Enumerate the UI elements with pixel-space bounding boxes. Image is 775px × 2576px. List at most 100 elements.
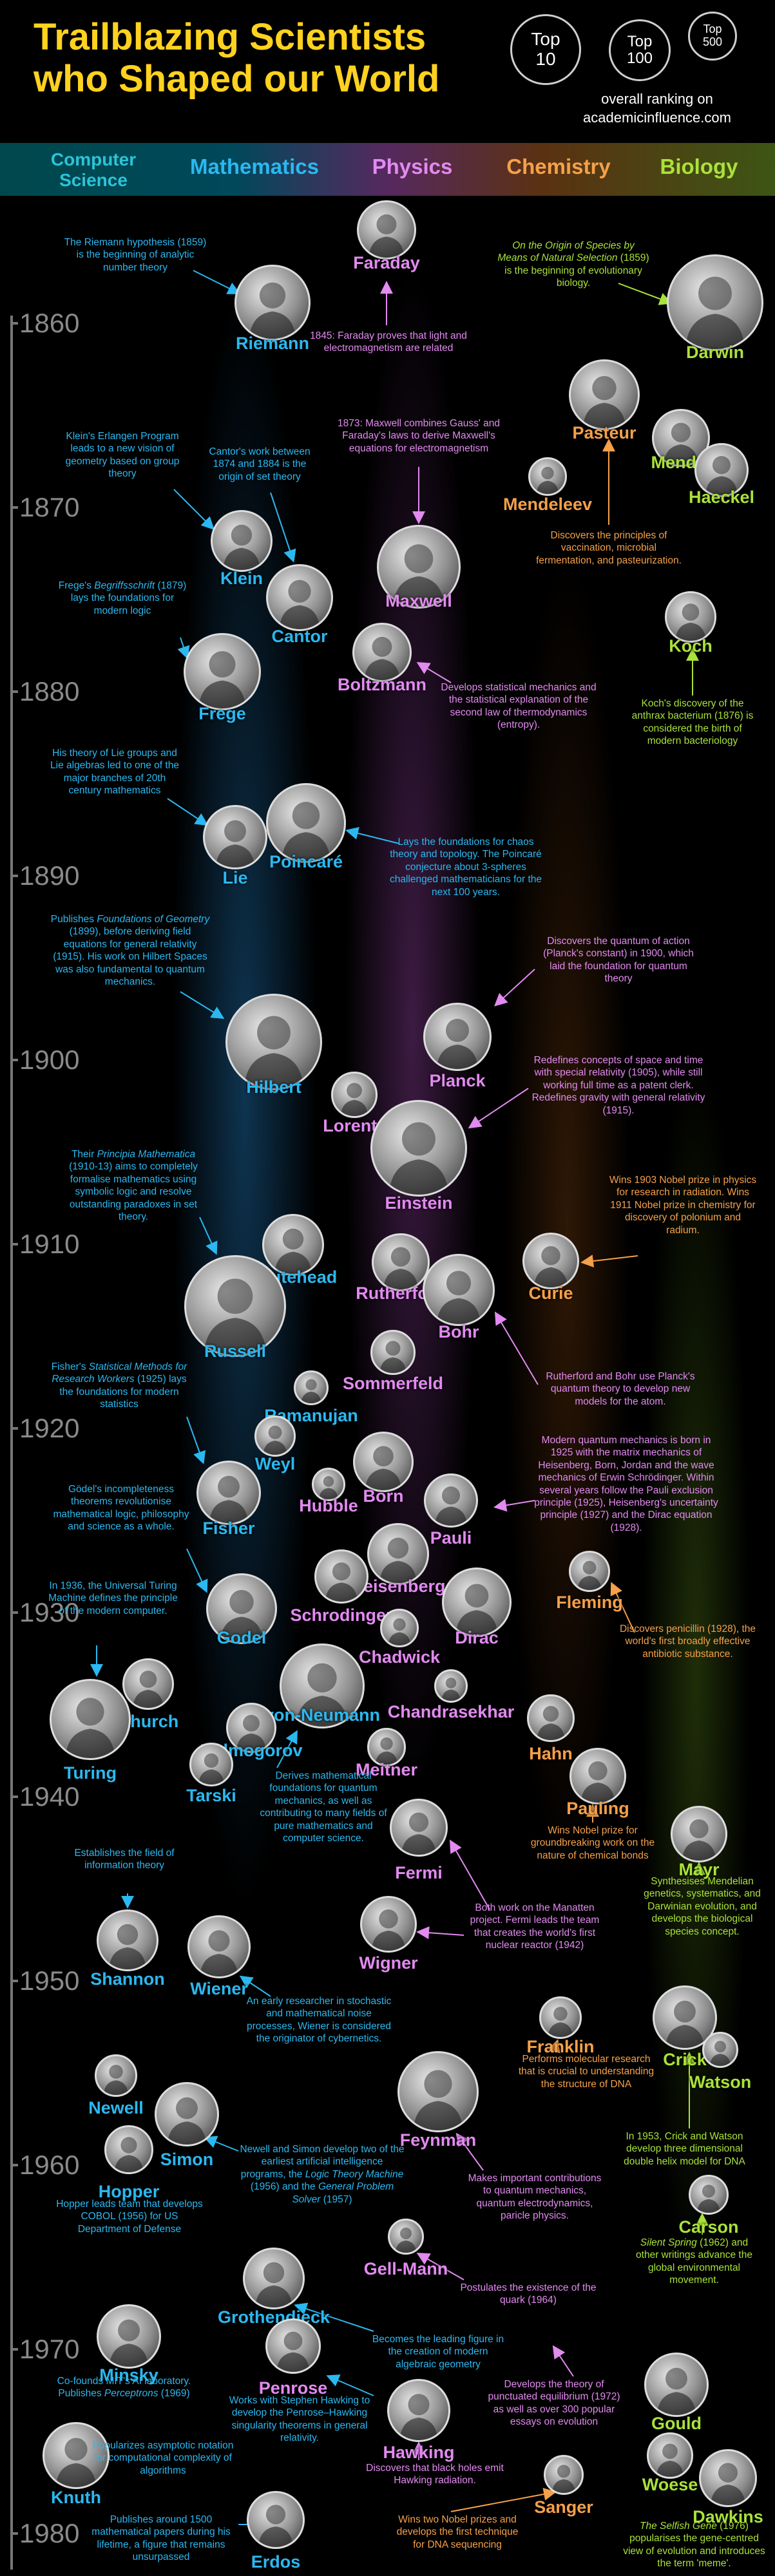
portrait-silhouette-icon [301,1379,321,1403]
name-einstein: Einstein [385,1193,453,1213]
portrait-silhouette-icon [167,2097,207,2145]
portrait-einstein [370,1100,467,1197]
note-minsky-a: Co-founds MIT's AI laboratory. Publishes [57,2376,191,2400]
portrait-silhouette-icon [548,2007,573,2037]
year-tick-1970 [10,2348,18,2351]
portrait-silhouette-icon [319,1476,338,1499]
portrait-silhouette-icon [379,1537,417,1583]
note-darwin: On the Origin of Species by Means of Nat… [496,240,651,290]
connector-arrow [455,2132,484,2171]
portrait-lorentz [331,1072,378,1118]
connector-arrow [610,1582,635,1633]
portrait-silhouette-icon [413,2070,463,2130]
connector-arrow [494,969,535,1007]
portrait-silhouette-icon [675,603,706,641]
portrait-silhouette-icon [401,1812,436,1855]
portrait-silhouette-icon [65,1698,115,1758]
name-newell: Newell [88,2098,144,2117]
portrait-silhouette-icon [393,544,445,607]
portrait-silhouette-icon [437,1271,481,1324]
portrait-feynman [397,2051,479,2132]
portrait-chadwick [380,1609,419,1647]
portrait-silhouette-icon [200,1930,238,1976]
note-godel: Gödel's incompleteness theorems revoluti… [53,1484,189,1533]
connector-arrow [450,2488,557,2512]
note-dawkins-title: The Selfish Gene [640,2521,717,2532]
name-klein: Klein [220,569,263,588]
title-line-2: who Shaped our World [33,57,440,100]
name-godel: Godel [216,1628,267,1647]
note-gell-mann: Postulates the existence of the quark (1… [460,2282,597,2306]
category-cs-line1: Computer [50,149,137,169]
note-russell-title: Principia Mathematica [97,1149,196,1160]
note-crick: In 1953, Crick and Watson develop three … [624,2131,745,2167]
portrait-shannon [97,1909,158,1971]
year-label-1890: 1890 [19,860,80,891]
name-pauli: Pauli [430,1528,472,1548]
year-label-1860: 1860 [19,308,80,338]
note-hilbert-pre: Publishes [50,914,94,925]
rank-top100-number: 100 [626,50,653,67]
connector-arrow [186,1416,206,1464]
portrait-silhouette-icon [665,2000,705,2048]
note-einstein: Redefines concepts of space and time wit… [531,1055,705,1116]
name-sommerfeld: Sommerfeld [342,1374,444,1393]
portrait-silhouette-icon [455,1584,498,1635]
note-russell: Their Principia Mathematica (1910-13) ai… [59,1148,207,1223]
connector-arrow [276,1730,298,1768]
portrait-silhouette-icon [379,1341,407,1373]
year-tick-1930 [10,1611,18,1614]
portrait-silhouette-icon [552,2465,575,2493]
connector-arrow [167,798,209,826]
portrait-franklin [539,1996,582,2039]
note-minsky-b: (1969) [160,2388,190,2400]
note-dawkins-rest: (1976) popularises the gene-centred view… [623,2521,765,2570]
portrait-mayr [671,1806,727,1862]
portrait-faraday [357,200,416,260]
portrait-boltzmann [352,623,412,682]
portrait-silhouette-icon [383,1247,418,1289]
name-mayr: Mayr [678,1860,720,1879]
note-frege-pre: Frege's [58,580,91,591]
portrait-bohr [423,1254,495,1326]
name-woese: Woese [642,2475,698,2494]
portrait-minsky [97,2304,161,2369]
year-label-1970: 1970 [19,2334,80,2364]
note-carson-title: Silent Spring [640,2237,697,2248]
note-carson-rest: (1962) and other writings advance the gl… [636,2237,752,2286]
rank-legend-top100: Top 100 [609,19,671,81]
name-pauling: Pauling [566,1799,629,1818]
portrait-silhouette-icon [365,1446,402,1490]
portrait-silhouette-icon [697,2184,720,2213]
name-chadwick: Chadwick [358,1647,441,1667]
name-cantor: Cantor [271,627,328,646]
year-label-1950: 1950 [19,1965,80,1996]
rank-top500-label: Top [703,23,722,36]
connector-arrow [270,492,296,563]
portrait-haeckel [694,443,749,497]
note-darwin-rest: (1859) is the beginning of evolutionary … [504,252,649,289]
note-riemann: The Riemann hypothesis (1859) is the beg… [64,237,207,273]
year-tick-1890 [10,875,18,877]
portrait-silhouette-icon [274,1228,312,1274]
portrait-poincare [266,783,346,863]
note-sanger: Wins two Nobel prizes and develops the f… [396,2514,519,2550]
year-label-1870: 1870 [19,492,80,522]
name-carson: Carson [678,2217,739,2237]
name-shannon: Shannon [90,1969,165,1989]
portrait-silhouette-icon [656,2367,696,2415]
note-poincare: Lays the foundations for chaos theory an… [389,837,542,898]
name-meitner: Meitner [355,1760,418,1779]
name-fermi: Fermi [395,1863,443,1882]
note-simon: Newell and Simon develop two of the earl… [238,2143,406,2206]
name-franklin: Franklin [526,2037,595,2056]
portrait-planck [423,1003,492,1071]
note-erdos: Publishes around 1500 mathematical paper… [91,2514,231,2563]
year-tick-1910 [10,1243,18,1245]
note-fleming: Discovers penicillin (1928), the world's… [619,1624,756,1660]
portrait-silhouette-icon [533,1246,568,1287]
note-maxwell: 1873: Maxwell combines Gauss' and Farada… [338,418,500,454]
note-boltzmann: Develops statistical mechanics and the s… [441,682,597,731]
portrait-maxwell [377,525,461,609]
note-curie: Wins 1903 Nobel prize in physics for res… [609,1175,757,1236]
